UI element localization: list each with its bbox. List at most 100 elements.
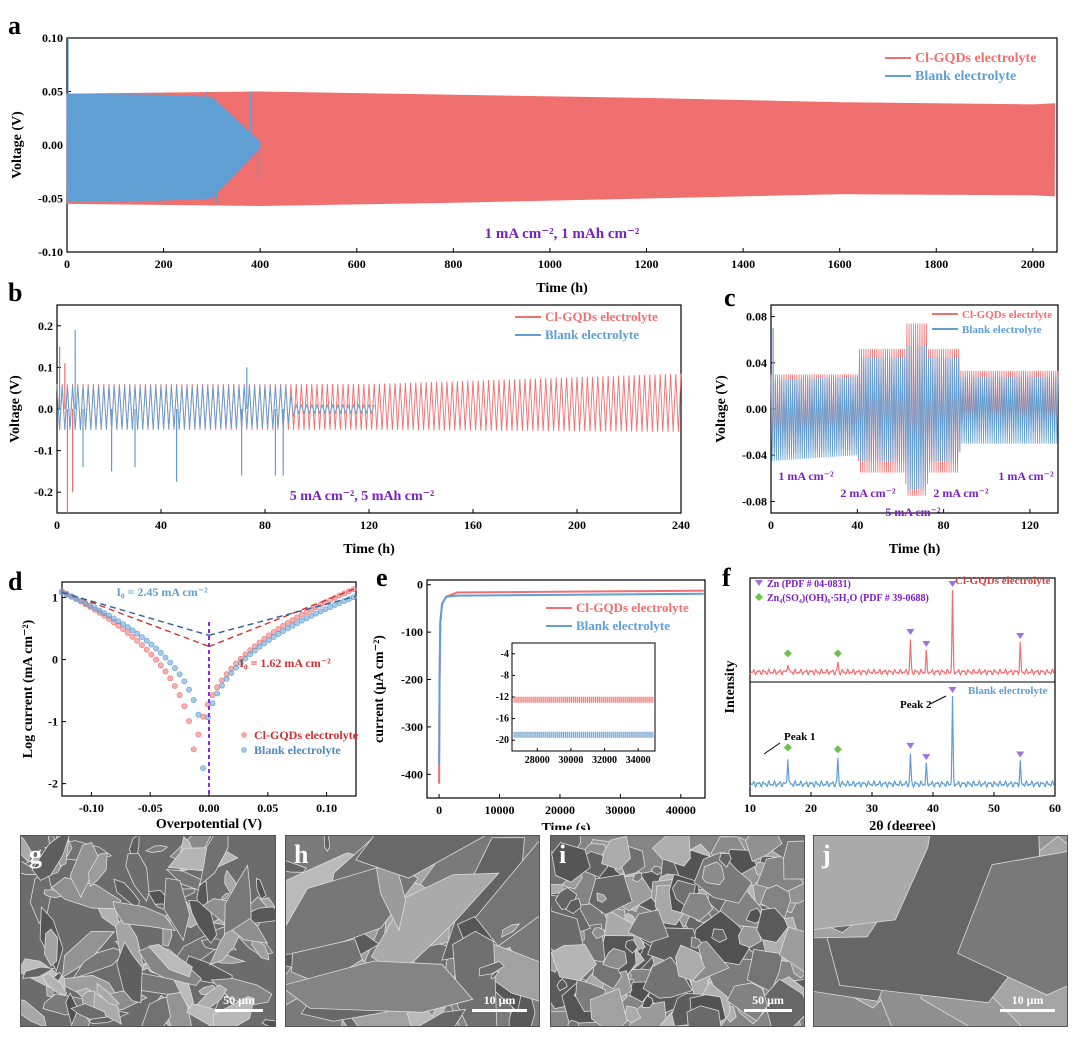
- sem-grain: [601, 836, 631, 870]
- y-tick-label: -200: [401, 673, 423, 687]
- sem-label-h: h: [294, 840, 309, 869]
- data-point: [176, 692, 183, 698]
- data-point: [181, 678, 188, 685]
- sem-grain: [221, 892, 230, 900]
- sem-grain: [199, 836, 229, 887]
- x-tick-label: 800: [444, 257, 462, 271]
- y-tick-label: 0.04: [746, 356, 767, 370]
- x-tick-label: 1600: [828, 257, 852, 271]
- panel-b-axes: 0 40 80 120 160 200 240 -0.2 -0.1 0.0 0.1 0.2 Time (…: [8, 304, 690, 557]
- sem-grain: [596, 892, 607, 903]
- zn-peak-marker: [948, 687, 957, 693]
- legend-label: Cl-GQDs electrlyte: [962, 309, 1052, 321]
- x-tick-label: 0.00: [199, 801, 220, 815]
- legend-label: Cl-GQDs electrolyte: [545, 309, 658, 324]
- peak-1-label: Peak 1: [784, 731, 815, 743]
- data-point: [59, 589, 65, 596]
- i0-blank-annotation: I₀ = 2.45 mA cm⁻²: [116, 585, 208, 599]
- sem-grain: [719, 852, 732, 868]
- data-point: [143, 646, 150, 653]
- sem-grain: [113, 878, 140, 910]
- series-trace: [56, 373, 682, 432]
- data-point: [96, 607, 103, 614]
- x-tick-label: 10: [744, 801, 756, 815]
- data-point: [124, 624, 131, 631]
- legend-label: Blank electrolyte: [576, 618, 670, 633]
- zn-peak-marker: [948, 581, 957, 587]
- data-point: [171, 683, 178, 689]
- data-point: [162, 668, 169, 675]
- x-tick-label: 1200: [635, 257, 659, 271]
- sem-grain: [591, 927, 606, 939]
- y-tick-label: 0: [417, 578, 423, 592]
- data-point: [110, 615, 117, 622]
- sem-grain: [255, 877, 267, 900]
- sem-grain: [745, 836, 783, 862]
- data-point: [280, 628, 286, 635]
- sem-grain: [589, 988, 628, 1026]
- y-tick-label: -0.2: [34, 485, 53, 499]
- data-point: [303, 615, 310, 622]
- data-point: [322, 606, 329, 613]
- legend-label: Cl-GQDs electrolyte: [576, 600, 689, 615]
- sem-image-g: g 50 μm: [20, 835, 276, 1027]
- y-axis-label: current (μA cm⁻²): [372, 635, 387, 743]
- sem-scale-text-g: 50 μm: [223, 993, 255, 1007]
- x-axis-label: Time (h): [889, 542, 941, 557]
- pattern-label-blank: Blank electrolyte: [968, 685, 1048, 697]
- sem-grain: [490, 970, 501, 980]
- current-trace: [438, 592, 704, 765]
- sem-grain: [212, 996, 255, 1026]
- sem-texture-g: [21, 836, 275, 1026]
- sem-grain: [686, 1005, 722, 1026]
- series-trace: [56, 386, 375, 430]
- sem-grain: [412, 1008, 467, 1026]
- data-point: [148, 651, 155, 658]
- y-tick-label: 0.0: [38, 402, 53, 416]
- panel-d-axes: -0.10 -0.05 0.00 0.05 0.10 -2 -1 0 1 Overpotentia…: [21, 581, 359, 830]
- zn-peak-marker: [1016, 633, 1025, 639]
- x-tick-label: 80: [938, 518, 950, 532]
- sem-grain: [21, 836, 32, 863]
- x-tick-label: 200: [568, 518, 586, 532]
- series-trace: [770, 345, 1059, 490]
- data-point: [134, 630, 141, 637]
- sem-scalebar-i: [744, 1009, 792, 1012]
- data-point: [317, 608, 324, 615]
- sem-grain: [565, 897, 582, 915]
- rate-annotation: 1 mA cm⁻²: [778, 469, 834, 483]
- x-tick-label: 600: [348, 257, 366, 271]
- inset-x-tick-label: 34000: [626, 755, 651, 766]
- data-point: [176, 671, 183, 678]
- data-point: [162, 654, 169, 661]
- data-point: [284, 620, 291, 626]
- data-point: [350, 594, 357, 601]
- inset-trace: [513, 731, 654, 738]
- data-point: [106, 612, 112, 619]
- hydroxide-peak-marker: [833, 649, 842, 658]
- data-point: [228, 670, 235, 676]
- inset-x-tick-label: 32000: [592, 755, 617, 766]
- data-point: [115, 618, 122, 625]
- sem-scalebar-h: [472, 1009, 527, 1012]
- data-point: [195, 731, 202, 738]
- legend-label: Blank electrolyte: [962, 324, 1042, 336]
- sem-grain: [72, 947, 126, 980]
- sem-grain: [224, 864, 252, 935]
- x-tick-label: 80: [259, 518, 271, 532]
- peak-2-arrow: [929, 695, 947, 705]
- data-point: [294, 620, 301, 627]
- condition-annotation: 1 mA cm⁻², 1 mAh cm⁻²: [485, 226, 640, 242]
- sem-grain: [147, 944, 193, 978]
- rate-annotation: 2 mA cm⁻²: [840, 486, 896, 500]
- data-point: [289, 622, 296, 629]
- y-tick-label: 0.10: [42, 31, 63, 45]
- y-tick-label: -300: [401, 720, 423, 734]
- hydroxide-peak-marker: [783, 743, 792, 752]
- legend-label: Blank electrolyte: [915, 69, 1016, 84]
- sem-grain: [286, 960, 474, 1013]
- data-point: [270, 634, 277, 640]
- sem-grain: [551, 842, 591, 883]
- sem-scale-text-i: 50 μm: [752, 993, 784, 1007]
- y-tick-label: -400: [401, 767, 423, 781]
